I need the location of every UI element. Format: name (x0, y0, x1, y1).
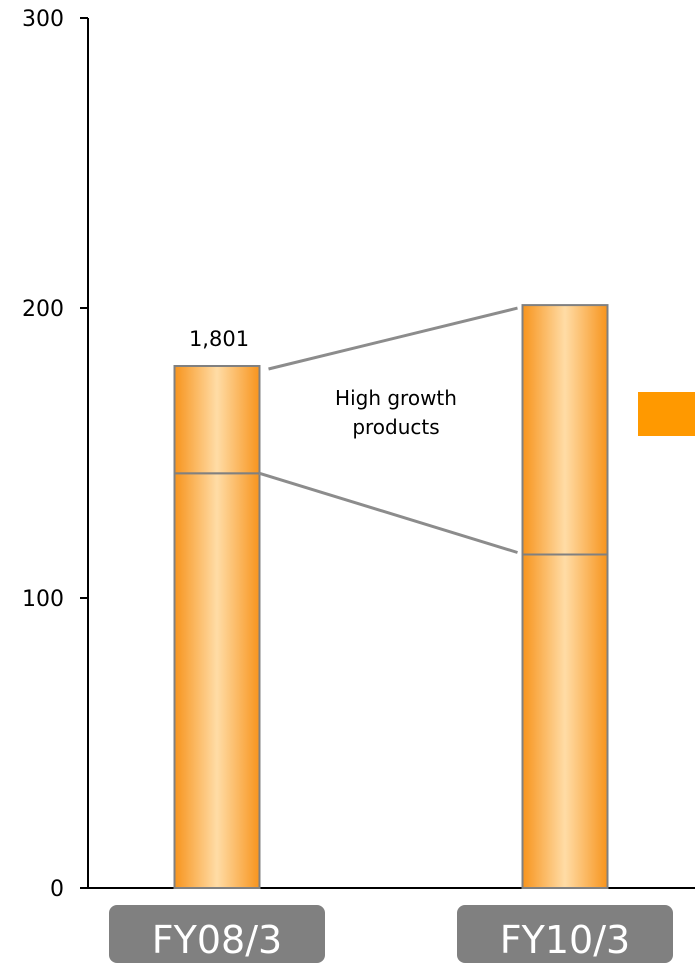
category-label: FY08/3 (152, 918, 282, 962)
connector-top (268, 306, 518, 371)
y-tick-label: 300 (22, 7, 64, 32)
labels: FY08/3 1,801 FY10/3 High growth products (109, 327, 695, 963)
annotation-line: products (352, 415, 439, 439)
category-box (457, 905, 673, 963)
y-tick-label: 0 (50, 877, 64, 902)
bar-FY08-3-segment-2 (173, 365, 261, 475)
bars (173, 304, 609, 889)
data-label: 1,801 (189, 327, 249, 351)
y-tick-label: 100 (22, 587, 64, 612)
annotation-line: High growth (335, 386, 457, 410)
bar-FY10-3-segment-2 (521, 304, 609, 556)
connectors (259, 306, 518, 554)
legend-swatch (638, 392, 695, 436)
category-label: FY10/3 (500, 918, 630, 962)
bar-FY08-3-segment-1 (173, 472, 261, 889)
category-box (109, 905, 325, 963)
bar-FY10-3-segment-1 (521, 553, 609, 889)
y-tick-label: 200 (22, 297, 64, 322)
connector-bottom (259, 471, 518, 554)
